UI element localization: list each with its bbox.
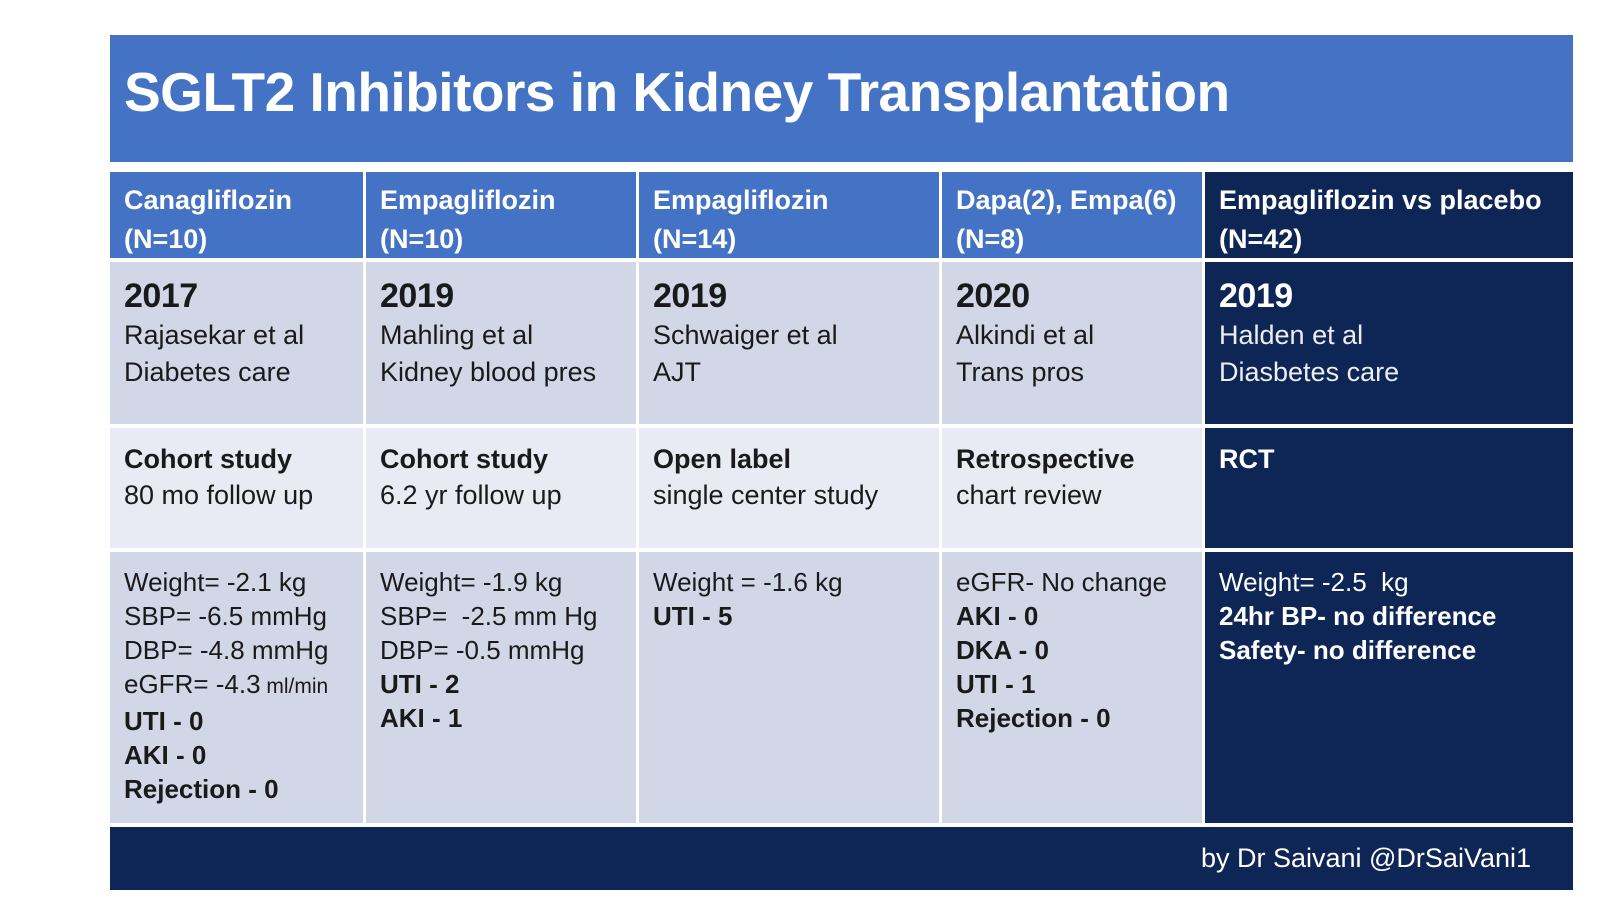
study-author: Rajasekar et al	[124, 320, 305, 350]
study-year: 2017	[124, 277, 198, 315]
result-line: AKI - 0	[956, 601, 1039, 631]
study-citation-cell: 2019 Halden et al Diasbetes care	[1205, 262, 1573, 424]
study-year: 2020	[956, 277, 1030, 315]
column-header-dapa-empa: Dapa(2), Empa(6) (N=8)	[942, 172, 1202, 258]
study-journal: Diabetes care	[124, 357, 291, 387]
result-line: DBP= -4.8 mmHg	[124, 635, 329, 665]
result-unit: ml/min	[260, 675, 329, 698]
design-detail: chart review	[956, 480, 1102, 510]
page-title: SGLT2 Inhibitors in Kidney Transplantati…	[124, 60, 1230, 123]
study-journal: AJT	[653, 357, 702, 387]
study-design-cell: Cohort study 80 mo follow up	[110, 428, 363, 548]
study-results-cell: Weight= -2.1 kg SBP= -6.5 mmHg DBP= -4.8 m…	[110, 552, 363, 823]
result-line: AKI - 1	[380, 703, 463, 733]
study-results-cell: Weight= -2.5 kg 24hr BP- no difference Saf…	[1205, 552, 1573, 823]
study-journal: Diasbetes care	[1219, 357, 1400, 387]
study-author: Alkindi et al	[956, 320, 1095, 350]
sample-size: (N=14)	[653, 224, 737, 254]
study-year: 2019	[653, 277, 727, 315]
sample-size: (N=8)	[956, 224, 1025, 254]
study-citation-cell: 2020 Alkindi et al Trans pros	[942, 262, 1202, 424]
slide-content: SGLT2 Inhibitors in Kidney Transplantati…	[110, 35, 1573, 890]
column-header-canagliflozin: Canagliflozin (N=10)	[110, 172, 363, 258]
result-line: Rejection - 0	[956, 703, 1111, 733]
title-bar: SGLT2 Inhibitors in Kidney Transplantati…	[110, 35, 1573, 162]
drug-name: Canagliflozin	[124, 185, 292, 215]
design-type: Retrospective	[956, 444, 1135, 474]
study-author: Halden et al	[1219, 320, 1364, 350]
drug-name: Dapa(2), Empa(6)	[956, 185, 1177, 215]
study-journal: Trans pros	[956, 357, 1085, 387]
result-line: UTI - 5	[653, 601, 733, 631]
result-line: UTI - 1	[956, 669, 1036, 699]
result-line: Safety- no difference	[1219, 635, 1477, 665]
drug-name: Empagliflozin	[653, 185, 829, 215]
result-line: SBP= -2.5 mm Hg	[380, 601, 598, 631]
result-line: Weight= -2.1 kg	[124, 567, 307, 597]
column-header-empagliflozin-vs-placebo: Empagliflozin vs placebo (N=42)	[1205, 172, 1573, 258]
study-design-cell: Open label single center study	[639, 428, 939, 548]
footer-bar: by Dr Saivani @DrSaiVani1	[110, 827, 1573, 890]
design-detail: 80 mo follow up	[124, 480, 314, 510]
study-journal: Kidney blood pres	[380, 357, 597, 387]
result-line: UTI - 2	[380, 669, 460, 699]
study-design-cell: RCT	[1205, 428, 1573, 548]
result-line: DKA - 0	[956, 635, 1049, 665]
result-line: DBP= -0.5 mmHg	[380, 635, 585, 665]
design-detail: single center study	[653, 480, 879, 510]
study-year: 2019	[1219, 277, 1293, 315]
result-line: eGFR= -4.3 ml/min	[124, 669, 329, 699]
study-results-cell: Weight= -1.9 kg SBP= -2.5 mm Hg DBP= -0.5 …	[366, 552, 636, 823]
result-line: Weight = -1.6 kg	[653, 567, 843, 597]
study-citation-cell: 2017 Rajasekar et al Diabetes care	[110, 262, 363, 424]
design-type: Open label	[653, 444, 792, 474]
column-header-empagliflozin-10: Empagliflozin (N=10)	[366, 172, 636, 258]
result-line: AKI - 0	[124, 740, 207, 770]
study-year: 2019	[380, 277, 454, 315]
footer-credit: by Dr Saivani @DrSaiVani1	[1200, 843, 1531, 873]
study-design-cell: Cohort study 6.2 yr follow up	[366, 428, 636, 548]
result-line: SBP= -6.5 mmHg	[124, 601, 328, 631]
study-results-cell: Weight = -1.6 kg UTI - 5	[639, 552, 939, 823]
drug-name: Empagliflozin	[380, 185, 556, 215]
study-design-cell: Retrospective chart review	[942, 428, 1202, 548]
design-detail: 6.2 yr follow up	[380, 480, 562, 510]
study-results-cell: eGFR- No change AKI - 0 DKA - 0 UTI - 1 Reje…	[942, 552, 1202, 823]
design-type: RCT	[1219, 444, 1275, 474]
design-type: Cohort study	[124, 444, 292, 474]
column-header-empagliflozin-14: Empagliflozin (N=14)	[639, 172, 939, 258]
study-author: Mahling et al	[380, 320, 534, 350]
result-line: Rejection - 0	[124, 774, 279, 804]
result-line: eGFR- No change	[956, 567, 1167, 597]
study-citation-cell: 2019 Mahling et al Kidney blood pres	[366, 262, 636, 424]
study-citation-cell: 2019 Schwaiger et al AJT	[639, 262, 939, 424]
sample-size: (N=10)	[380, 224, 464, 254]
result-line: Weight= -1.9 kg	[380, 567, 563, 597]
study-table: Canagliflozin (N=10) Empagliflozin (N=10…	[110, 172, 1573, 823]
result-line: Weight= -2.5 kg	[1219, 567, 1409, 597]
result-line: 24hr BP- no difference	[1219, 601, 1497, 631]
drug-name: Empagliflozin vs placebo	[1219, 185, 1542, 215]
study-author: Schwaiger et al	[653, 320, 838, 350]
sample-size: (N=10)	[124, 224, 208, 254]
design-type: Cohort study	[380, 444, 548, 474]
sample-size: (N=42)	[1219, 224, 1303, 254]
result-line: UTI - 0	[124, 706, 204, 736]
